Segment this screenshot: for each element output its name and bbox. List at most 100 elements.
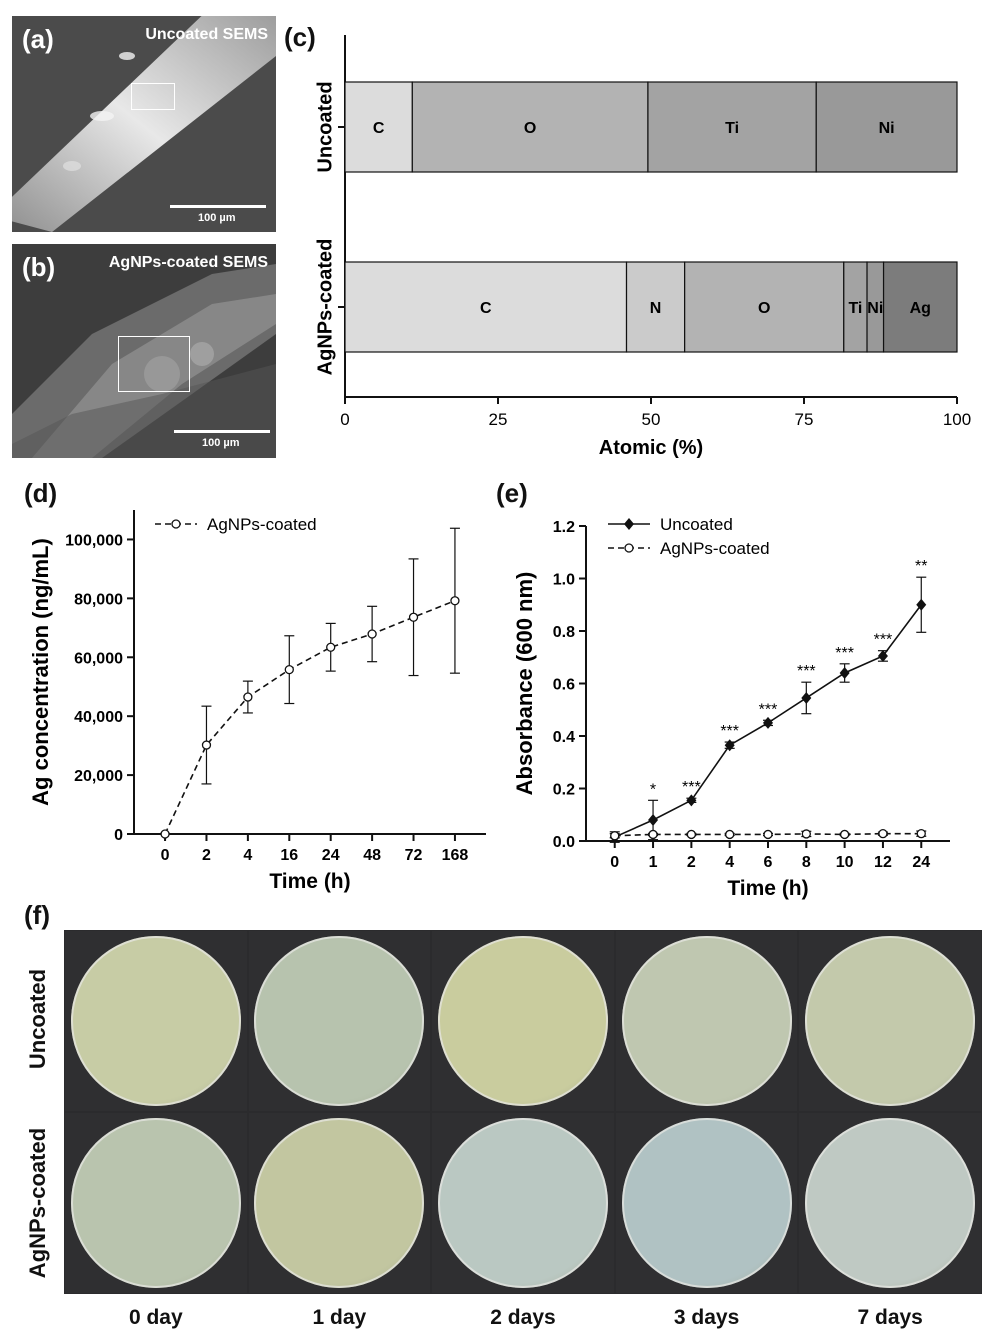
x-tick-label: 8 [802, 854, 811, 871]
y-tick-label: 1.0 [553, 572, 575, 589]
data-point [801, 829, 811, 839]
y-tick-label: 100,000 [65, 532, 123, 549]
petri-dish-rim [621, 1118, 792, 1288]
segment-label: Ti [725, 120, 739, 137]
segment-label: O [524, 120, 536, 137]
petri-dish-rim [254, 936, 425, 1106]
bar-segment [684, 261, 845, 353]
plate-photo [248, 931, 431, 1111]
culture-plates-grid [64, 930, 982, 1294]
segment-label: C [480, 300, 492, 317]
data-point [878, 828, 888, 839]
bar-segment [882, 261, 958, 353]
significance-mark: *** [835, 645, 854, 662]
x-tick-label: 12 [874, 854, 892, 871]
x-tick-label: 1 [649, 854, 658, 871]
legend-label: AgNPs-coated [660, 539, 770, 558]
data-point [648, 814, 659, 826]
data-point [450, 596, 460, 606]
plate-column-label: 7 days [857, 1306, 923, 1329]
x-axis-title: Atomic (%) [599, 437, 703, 459]
segment-label: Ni [867, 300, 883, 317]
x-tick-label: 0 [610, 854, 619, 871]
data-point [916, 828, 926, 839]
petri-dish [70, 1118, 241, 1288]
plate-column-label: 1 day [312, 1306, 367, 1329]
panel-label-e: (e) [496, 478, 528, 508]
data-point [201, 740, 212, 750]
data-point [408, 612, 419, 622]
y-tick-label: 40,000 [74, 709, 123, 726]
data-point [284, 664, 294, 675]
x-tick-label: 50 [642, 410, 661, 429]
petri-dish [805, 936, 976, 1106]
petri-dish [254, 1118, 425, 1288]
plate-photo [799, 1113, 981, 1293]
segment-label: Ti [848, 300, 862, 317]
legend-label: AgNPs-coated [207, 515, 317, 534]
data-point [839, 829, 850, 840]
y-tick-label: 80,000 [74, 591, 123, 608]
x-tick-label: 10 [836, 854, 854, 871]
scale-bar-label: 100 µm [202, 437, 240, 449]
y-category-label: Uncoated [314, 81, 336, 172]
significance-mark: *** [720, 723, 739, 740]
x-tick-label: 0 [340, 410, 349, 429]
y-category-label: AgNPs-coated [314, 239, 336, 376]
x-tick-label: 2 [202, 847, 211, 864]
plate-photo [799, 931, 981, 1111]
data-point [801, 691, 812, 704]
data-point [839, 667, 850, 679]
x-tick-label: 100 [943, 410, 971, 429]
y-tick-label: 0.6 [553, 677, 575, 694]
petri-dish [621, 936, 792, 1106]
petri-dish-rim [70, 1118, 241, 1288]
petri-dish [805, 1118, 976, 1288]
y-tick-label: 1.2 [553, 519, 575, 536]
scale-bar-label: 100 µm [198, 212, 236, 224]
x-tick-label: 4 [725, 854, 734, 871]
significance-mark: * [650, 781, 656, 798]
y-tick-label: 0.0 [553, 834, 575, 851]
y-tick-label: 0.2 [553, 782, 575, 799]
plate-photo [248, 1113, 431, 1293]
data-point [686, 794, 697, 807]
sem-coated-graphic [12, 244, 276, 458]
significance-mark: *** [797, 663, 816, 680]
panel-label-f: (f) [24, 900, 50, 930]
data-point [610, 831, 620, 841]
petri-dish [621, 1118, 792, 1288]
panel-label-a: (a) [22, 24, 54, 54]
plate-photo [615, 931, 798, 1111]
x-tick-label: 24 [912, 854, 930, 871]
sem-coated-title: AgNPs-coated SEMS [108, 254, 268, 271]
x-axis-title: Time (h) [727, 877, 808, 900]
x-tick-label: 75 [795, 410, 814, 429]
plate-photo [65, 1113, 247, 1293]
significance-mark: *** [874, 632, 893, 649]
petri-dish-rim [254, 1118, 425, 1288]
x-axis-title: Time (h) [269, 870, 350, 893]
plate-photo [432, 1113, 614, 1293]
x-tick-label: 4 [243, 847, 252, 864]
sem-image-coated: AgNPs-coated SEMS 100 µm [12, 244, 276, 458]
x-tick-label: 25 [489, 410, 508, 429]
petri-dish-rim [805, 936, 976, 1106]
x-tick-label: 2 [687, 854, 696, 871]
map-region-box [118, 336, 190, 392]
data-point [763, 829, 773, 840]
x-tick-label: 6 [764, 854, 773, 871]
data-point [877, 649, 888, 662]
y-axis-title: Absorbance (600 nm) [512, 572, 537, 796]
plate-column-label: 3 days [673, 1306, 740, 1329]
y-axis-title: Ag concentration (ng/mL) [28, 538, 53, 806]
y-tick-label: 0 [114, 827, 123, 844]
series-line [164, 599, 456, 835]
sem-uncoated-graphic [12, 16, 276, 232]
bar-segment [411, 81, 649, 173]
petri-dish-rim [621, 936, 792, 1106]
x-tick-label: 48 [363, 847, 381, 864]
legend-marker [171, 519, 181, 529]
